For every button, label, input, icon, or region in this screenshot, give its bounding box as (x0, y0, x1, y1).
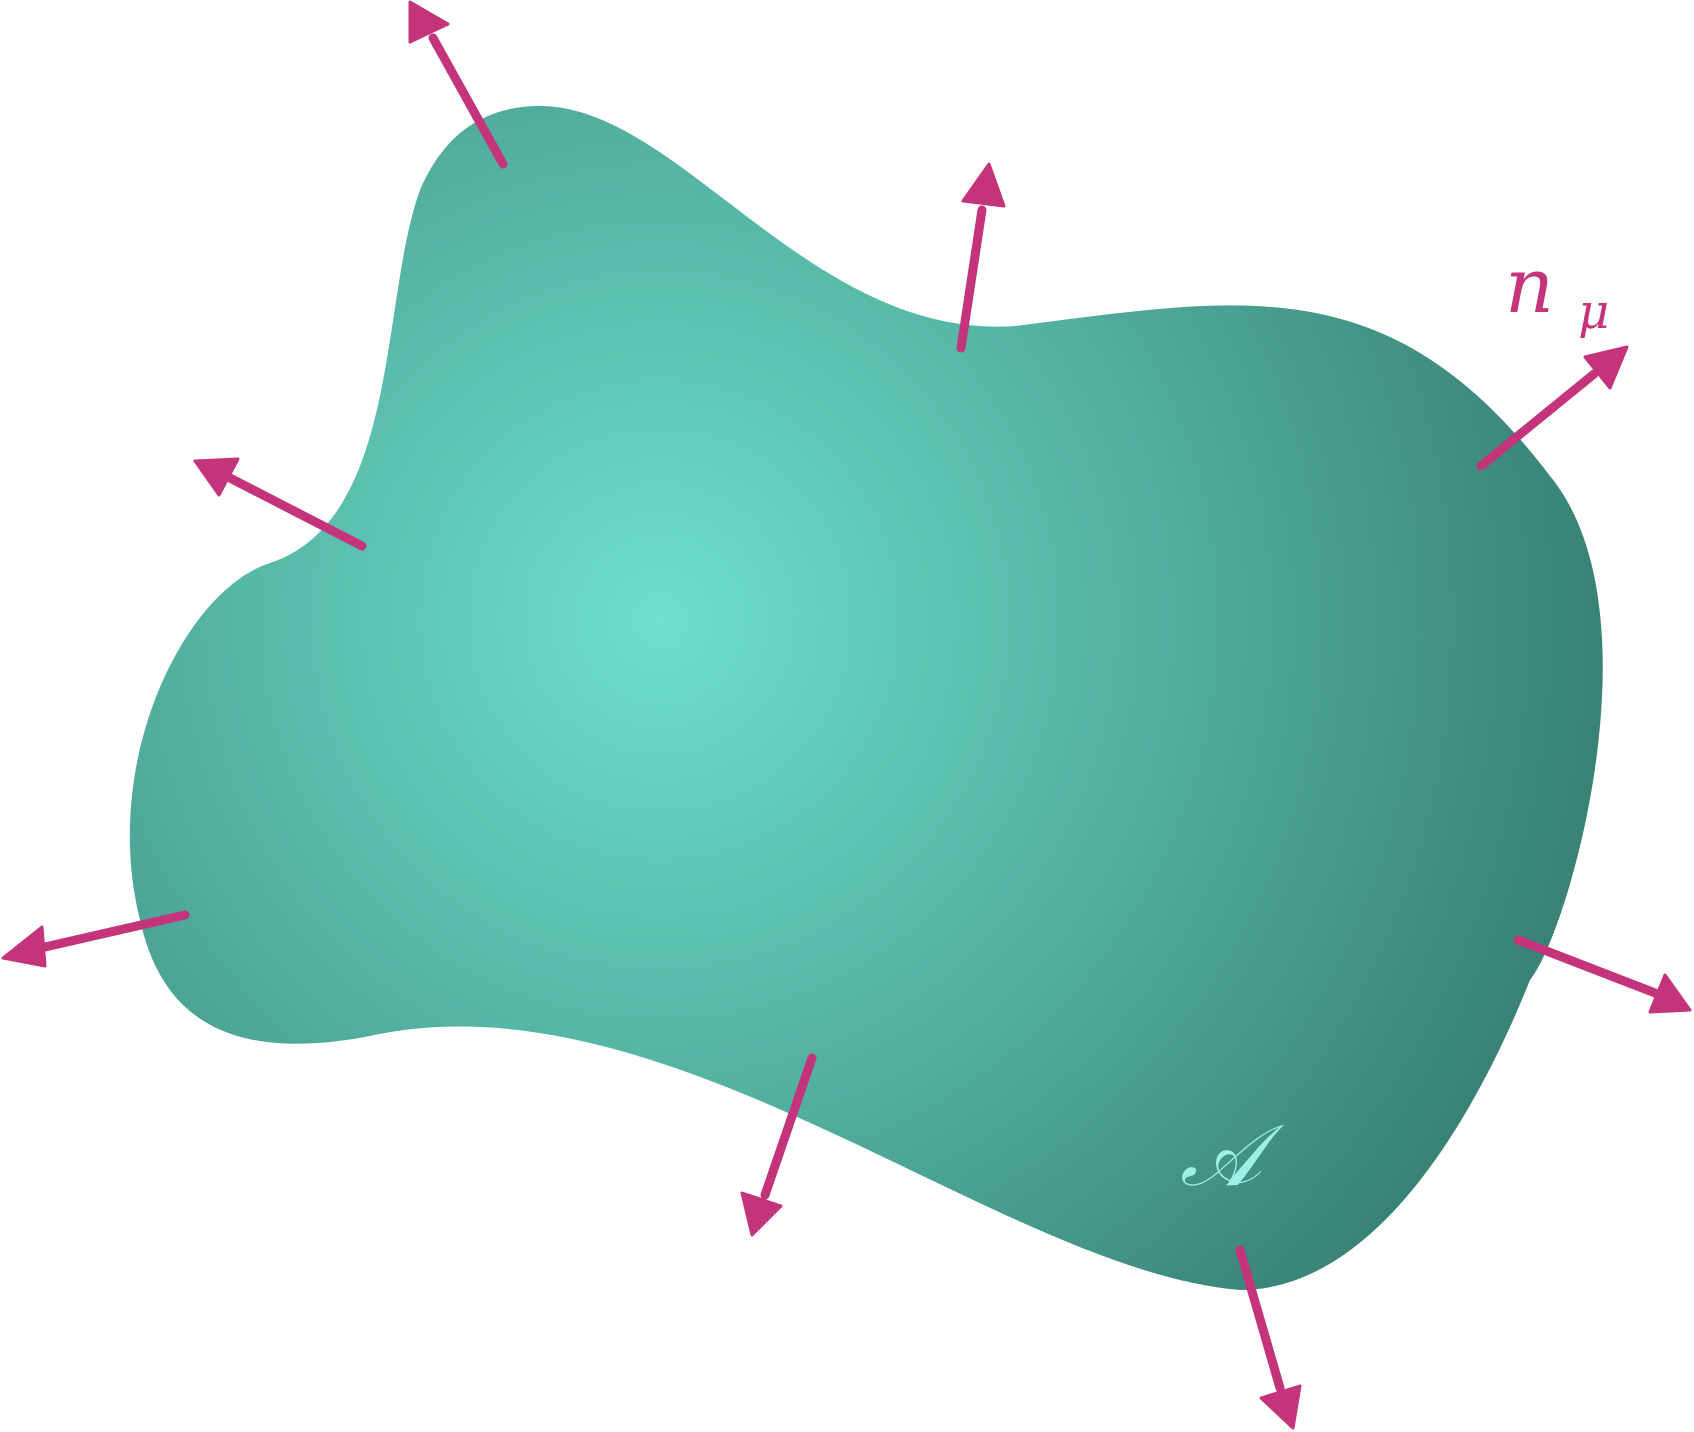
normal-arrow (740, 1053, 817, 1237)
normal-arrow (956, 162, 1006, 353)
normal-arrow (193, 457, 367, 551)
normal-arrow (1, 910, 190, 968)
normal-arrow (1235, 1245, 1302, 1430)
normal-symbol: n (1505, 241, 1554, 330)
region-a-shape (129, 106, 1603, 1290)
normal-arrow (408, 0, 508, 169)
normal-arrow (1513, 935, 1692, 1014)
normal-arrow (1476, 345, 1629, 471)
normal-label: n μ (1505, 241, 1609, 340)
normal-subscript: μ (1578, 284, 1609, 340)
